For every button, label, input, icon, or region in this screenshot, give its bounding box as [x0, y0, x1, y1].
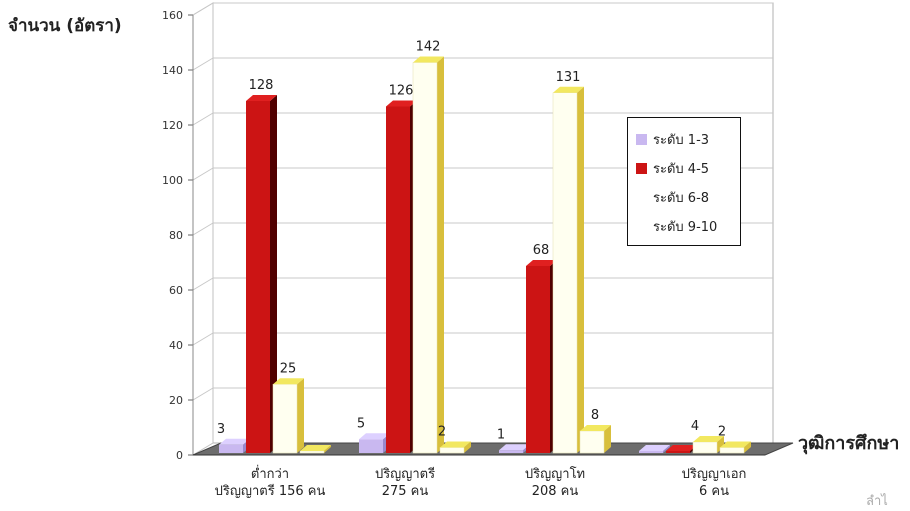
- y-tick-label: 40: [169, 339, 183, 352]
- bar: [272, 384, 298, 454]
- bar: [719, 447, 745, 454]
- bar: [552, 92, 578, 454]
- bar-top: [639, 445, 670, 451]
- y-tick-label: 140: [162, 64, 183, 77]
- y-tick-label: 20: [169, 394, 183, 407]
- legend-swatch: [636, 134, 647, 145]
- legend-swatch: [636, 221, 647, 232]
- bar-side: [744, 441, 751, 453]
- bar-top: [273, 378, 304, 385]
- category-label-bachelor: ปริญญาตรี 275 คน: [374, 467, 436, 499]
- bar: [219, 444, 243, 453]
- bar-side: [604, 425, 611, 453]
- bar-top: [246, 95, 277, 101]
- bar-top: [526, 260, 557, 266]
- bar: [692, 441, 718, 454]
- data-label: 2: [718, 425, 726, 440]
- gridline: [192, 387, 214, 401]
- data-label: 2: [438, 425, 446, 440]
- bar-top: [553, 86, 584, 93]
- data-label: 126: [389, 84, 414, 99]
- bar-top: [440, 441, 471, 448]
- legend-item: ระดับ 1-3: [628, 125, 740, 154]
- bar-top: [580, 425, 611, 431]
- data-label: 5: [357, 416, 365, 431]
- gridline: [192, 112, 214, 126]
- bar: [386, 106, 410, 453]
- category-label-master: ปริญญาโท 208 คน: [524, 467, 586, 499]
- bar-side: [270, 95, 277, 453]
- gridline: [192, 277, 214, 291]
- legend-item: ระดับ 6-8: [628, 183, 740, 212]
- y-tick-label: 0: [176, 449, 183, 462]
- bar-top: [386, 100, 417, 107]
- legend-label: ระดับ 4-5: [653, 162, 710, 177]
- category-label-below-bachelor: ต่ำกว่า ปริญญาตรี 156 คน: [214, 467, 326, 499]
- bar-top: [720, 441, 751, 448]
- bar-side: [717, 436, 724, 453]
- y-tick-label: 80: [169, 229, 183, 242]
- y-tick-label: 60: [169, 284, 183, 297]
- y-tick-label: 160: [162, 9, 183, 22]
- legend-swatch: [636, 192, 647, 203]
- data-label: 4: [691, 419, 699, 434]
- legend-item: ระดับ 9-10: [628, 212, 740, 241]
- gridline: [192, 222, 214, 236]
- data-label: 131: [556, 70, 581, 85]
- legend-label: ระดับ 6-8: [653, 191, 710, 206]
- bar-top: [693, 436, 724, 442]
- legend-label: ระดับ 9-10: [653, 220, 718, 235]
- bar: [666, 451, 690, 453]
- gridline: [192, 332, 214, 346]
- gridline: [192, 167, 214, 181]
- chart-legend: ระดับ 1-3 ระดับ 4-5 ระดับ 6-8 ระดับ 9-10: [627, 117, 741, 246]
- bar-side: [464, 441, 471, 453]
- bar: [299, 450, 325, 454]
- data-label: 25: [280, 361, 297, 376]
- legend-swatch: [636, 163, 647, 174]
- data-label: 1: [497, 427, 505, 442]
- data-label: 128: [249, 78, 274, 93]
- cropped-text: ลำไ: [866, 494, 888, 509]
- bar-side: [437, 56, 444, 453]
- bar: [359, 439, 383, 453]
- bar: [579, 430, 605, 454]
- bar: [439, 447, 465, 454]
- data-label: 68: [533, 243, 550, 258]
- gridline: [192, 57, 214, 71]
- legend-label: ระดับ 1-3: [653, 133, 710, 148]
- bar-side: [663, 445, 670, 453]
- category-label-doctorate: ปริญญาเอก 6 คน: [681, 467, 747, 499]
- bar: [499, 450, 523, 453]
- bar-top: [499, 444, 530, 451]
- bar-side: [297, 378, 304, 453]
- y-tick-label: 100: [162, 174, 183, 187]
- bar-top: [300, 445, 331, 451]
- data-label: 8: [591, 408, 599, 423]
- bar-top: [359, 433, 390, 440]
- legend-item: ระดับ 4-5: [628, 154, 740, 183]
- data-label: 3: [217, 422, 225, 437]
- bar-side: [324, 445, 331, 453]
- bar: [246, 101, 270, 453]
- bar: [639, 451, 663, 453]
- bar-top: [666, 445, 697, 451]
- bar: [412, 62, 438, 454]
- y-tick-label: 120: [162, 119, 183, 132]
- x-axis-title: วุฒิการศึกษา: [798, 433, 900, 454]
- data-label: 142: [416, 40, 441, 55]
- y-axis-title: จำนวน (อัตรา): [8, 16, 122, 36]
- bar: [526, 266, 550, 453]
- bar-top: [413, 56, 444, 63]
- gridline: [192, 2, 214, 16]
- bar-side: [577, 86, 584, 453]
- bar-top: [219, 438, 250, 445]
